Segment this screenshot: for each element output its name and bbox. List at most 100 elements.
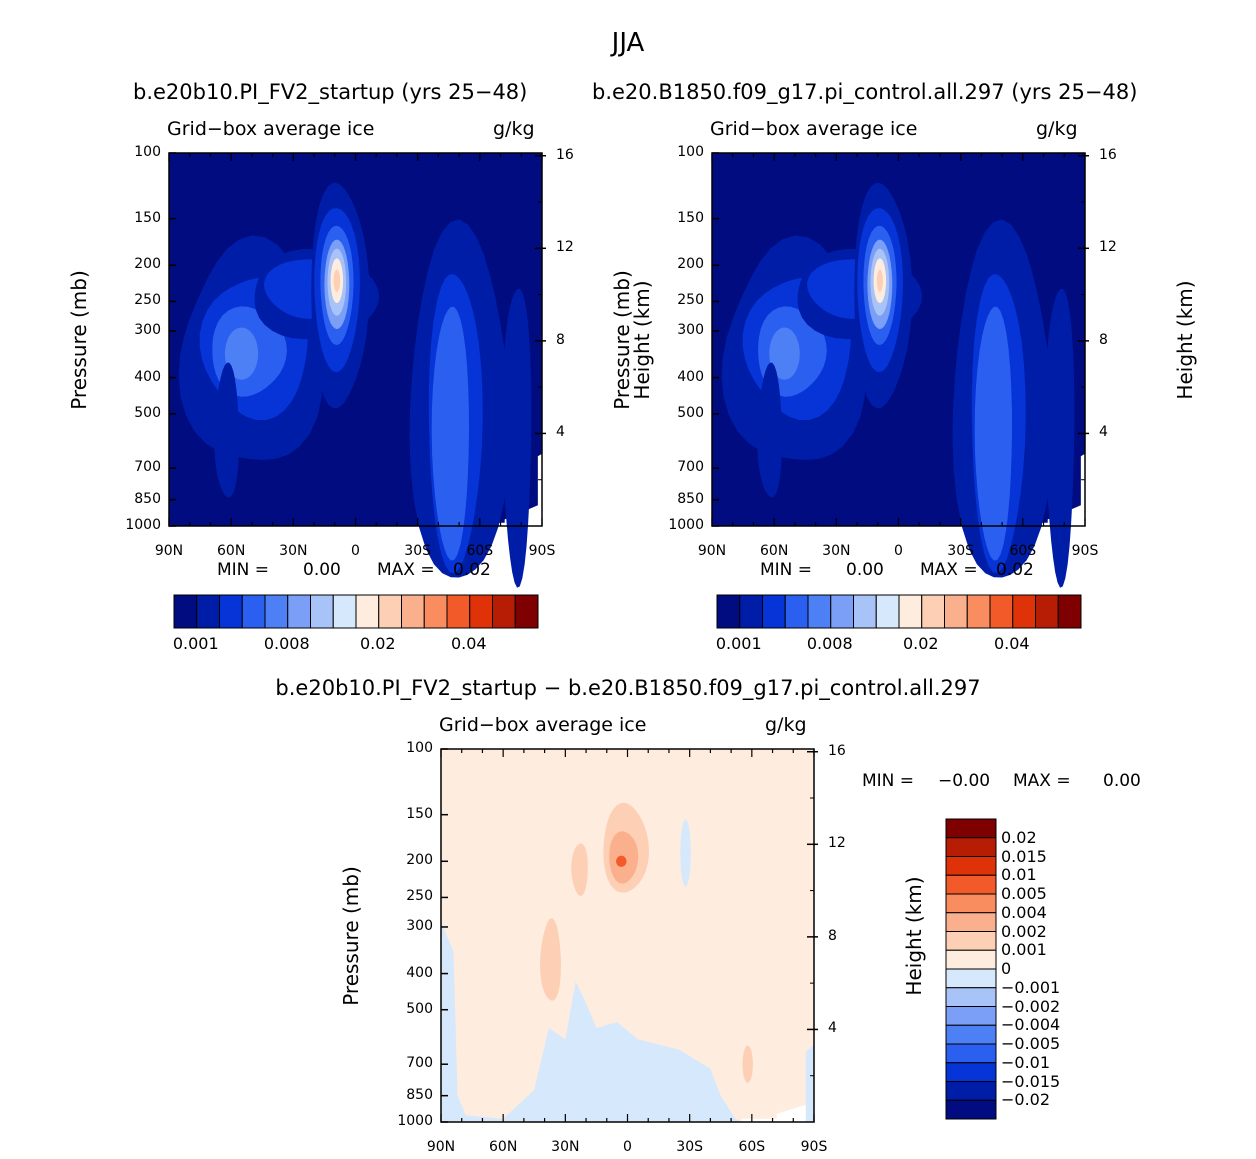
lat-tick-label: 60S — [738, 1139, 766, 1155]
pressure-tick-label: 250 — [134, 292, 161, 309]
lat-tick-label: 0 — [623, 1139, 632, 1155]
pressure-tick-label: 400 — [406, 964, 433, 981]
colorbar-swatch — [945, 818, 997, 839]
nh-ice-tail — [757, 362, 783, 498]
tropical-ice-peak — [876, 269, 883, 292]
colorbar-label: 0.001 — [172, 634, 219, 653]
negative-anomaly-region — [441, 921, 742, 1122]
pressure-tick-label: 500 — [134, 404, 161, 421]
max-value: 0.02 — [453, 560, 491, 580]
pressure-tick-label: 300 — [677, 321, 704, 338]
height-tick-label: 8 — [556, 331, 565, 348]
lat-tick-label: 90S — [1071, 543, 1099, 559]
min-label: MIN = — [760, 560, 813, 580]
pressure-tick-label: 700 — [134, 459, 161, 476]
colorbar-swatch — [945, 987, 997, 1007]
pressure-tick-label: 200 — [677, 256, 704, 273]
variable-subtitle: Grid−box average ice — [710, 118, 918, 140]
nh-subtropical-positive — [540, 918, 561, 1001]
pressure-tick-label: 100 — [677, 144, 704, 160]
sh-ice-level-3 — [431, 306, 469, 561]
colorbar-label: 0.04 — [450, 634, 487, 653]
nh-ice-level-4 — [769, 327, 800, 380]
pressure-tick-label: 300 — [134, 321, 161, 338]
colorbar-swatch — [945, 1006, 997, 1026]
lat-tick-label: 30S — [676, 1139, 703, 1155]
colorbar-swatch — [945, 931, 997, 951]
lat-tick-label: 90S — [528, 543, 556, 559]
min-value: 0.00 — [846, 560, 884, 580]
sh-ice-level-3 — [974, 306, 1012, 561]
height-tick-label: 8 — [828, 927, 837, 944]
units-subtitle: g/kg — [493, 118, 535, 140]
pressure-tick-label: 1000 — [668, 517, 704, 533]
lat-tick-label: 90N — [154, 543, 184, 559]
height-tick-label: 4 — [828, 1020, 837, 1037]
panel-right-title: b.e20.B1850.f09_g17.pi_control.all.297 (… — [592, 80, 1138, 104]
lat-tick-label: 60S — [1009, 543, 1037, 559]
height-tick-label: 12 — [1099, 239, 1117, 256]
colorbar-label: 0.005 — [1001, 884, 1047, 903]
lat-tick-label: 30S — [404, 543, 431, 559]
colorbar-swatch — [945, 1062, 997, 1082]
pressure-tick-label: 1000 — [125, 517, 161, 533]
colorbar-swatch — [945, 968, 997, 989]
colorbar-swatch — [945, 912, 997, 932]
pressure-tick-label: 700 — [677, 459, 704, 476]
lat-tick-label: 30S — [947, 543, 974, 559]
polar-negative-streak — [805, 1044, 814, 1122]
colorbar-label: −0.002 — [1001, 996, 1061, 1016]
tropical-ice-peak — [333, 269, 341, 292]
colorbar-swatch — [945, 893, 997, 914]
colorbar-label: 0.02 — [902, 634, 939, 653]
height-tick-label: 8 — [1099, 331, 1108, 348]
colorbar — [716, 594, 1082, 629]
nh-ice-level-4 — [224, 327, 259, 380]
height-tick-label: 16 — [1099, 146, 1117, 163]
colorbar-label: 0.015 — [1001, 846, 1047, 866]
pressure-tick-label: 200 — [406, 852, 433, 869]
max-value: 0.02 — [996, 560, 1034, 580]
colorbar-label: 0.002 — [1001, 921, 1047, 941]
pressure-tick-label: 850 — [406, 1086, 433, 1103]
height-tick-label: 16 — [556, 146, 574, 163]
units-subtitle: g/kg — [765, 714, 807, 736]
sh-upper-negative — [680, 819, 691, 887]
max-label: MAX = — [920, 560, 978, 580]
colorbar-swatch — [514, 594, 539, 629]
y-axis-label: Pressure (mb) — [339, 865, 363, 1006]
height-tick-label: 12 — [828, 835, 846, 852]
height-tick-label: 4 — [556, 424, 565, 441]
nh-ice-tail — [214, 362, 240, 498]
missing-data-region — [741, 1104, 806, 1122]
variable-subtitle: Grid−box average ice — [167, 118, 375, 140]
pressure-tick-label: 850 — [677, 490, 704, 507]
pressure-tick-label: 250 — [677, 292, 704, 309]
height-tick-label: 4 — [1099, 424, 1108, 441]
pressure-tick-label: 850 — [134, 490, 161, 507]
colorbar-label: −0.005 — [1001, 1034, 1061, 1053]
missing-data-region — [1006, 453, 1085, 526]
pressure-tick-label: 300 — [406, 917, 433, 934]
lat-tick-label: 0 — [894, 543, 903, 559]
pressure-tick-label: 150 — [677, 209, 704, 226]
max-value: 0.00 — [1103, 771, 1141, 791]
colorbar-label: 0.008 — [263, 634, 310, 653]
pressure-tick-label: 500 — [677, 404, 704, 421]
colorbar-swatch — [945, 1024, 997, 1045]
colorbar-label: 0.04 — [993, 634, 1030, 653]
lat-tick-label: 60S — [466, 543, 494, 559]
min-label: MIN = — [217, 560, 270, 580]
lat-tick-label: 60N — [217, 543, 246, 559]
colorbar-swatch — [945, 1099, 997, 1120]
pressure-tick-label: 250 — [406, 888, 433, 905]
colorbar-label: 0.004 — [1001, 902, 1047, 922]
colorbar-label: 0.02 — [1001, 827, 1037, 847]
pressure-tick-label: 150 — [406, 805, 433, 822]
polar-ice — [502, 288, 532, 588]
lat-tick-label: 30N — [822, 543, 851, 559]
min-label: MIN = — [862, 771, 915, 791]
colorbar — [173, 594, 539, 629]
